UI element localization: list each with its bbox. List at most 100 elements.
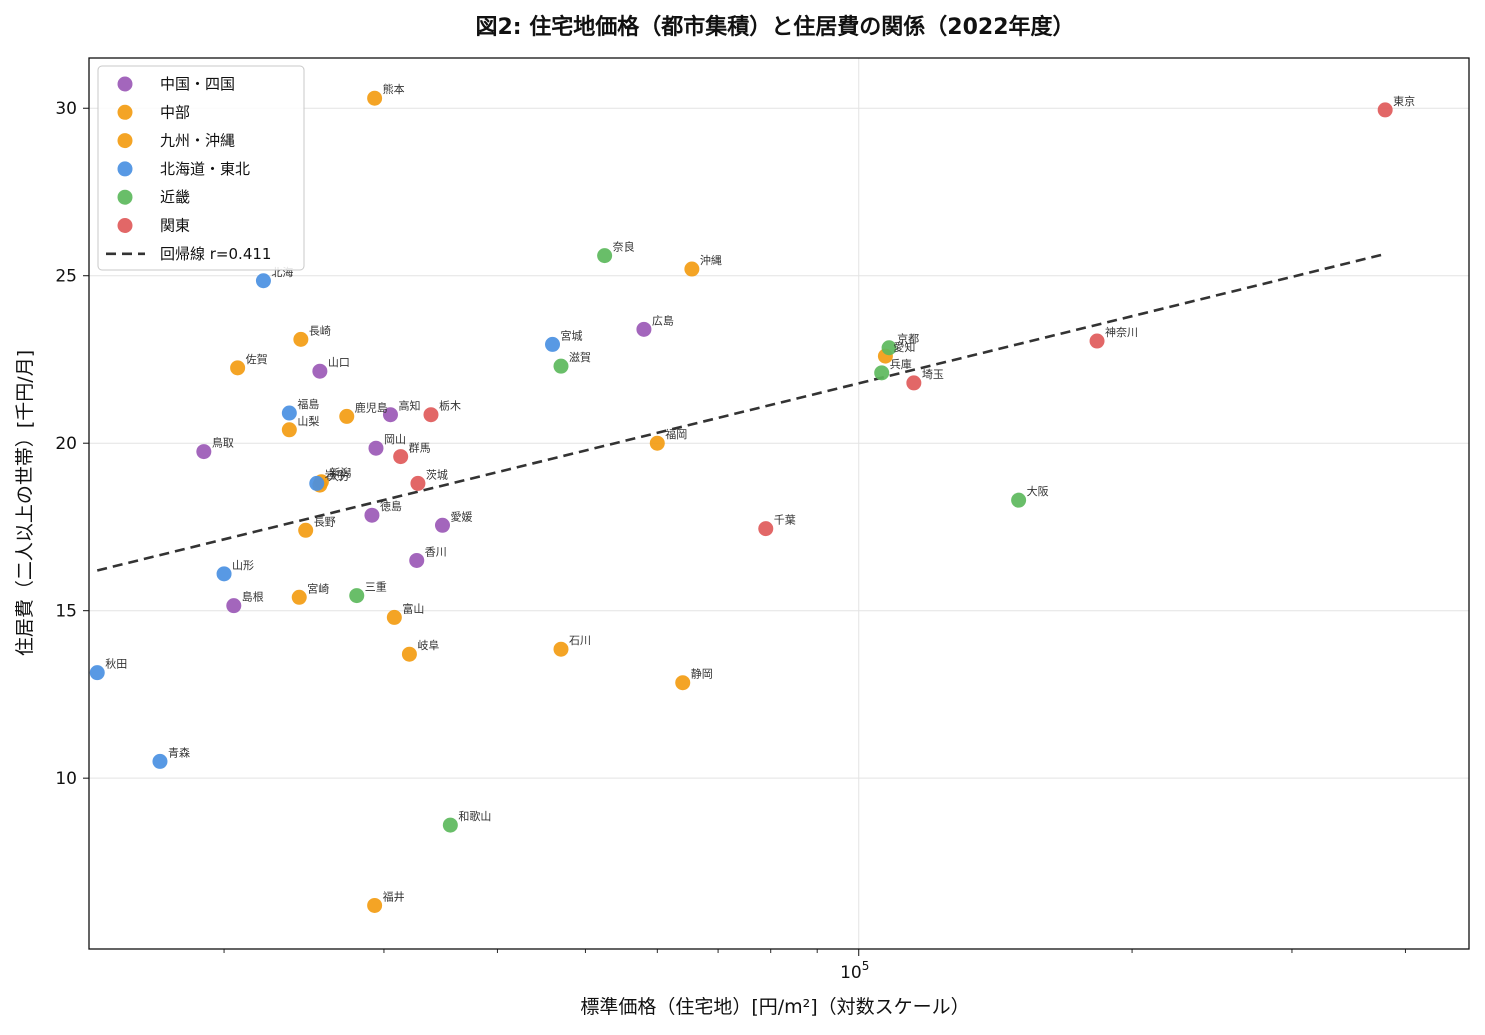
- data-point: [152, 753, 168, 769]
- data-point: [226, 598, 242, 614]
- data-point: [434, 517, 450, 533]
- data-point-label: 栃木: [439, 399, 461, 413]
- data-point: [423, 407, 439, 423]
- data-point: [367, 897, 383, 913]
- y-tick-label: 30: [55, 99, 77, 119]
- data-point-label: 埼玉: [922, 367, 944, 381]
- legend-marker: [117, 218, 133, 233]
- legend-label: 中部: [160, 103, 190, 121]
- data-point: [553, 358, 569, 374]
- legend-marker: [117, 161, 133, 177]
- data-point-label: 新潟: [329, 466, 351, 480]
- data-point-label: 長崎: [309, 323, 331, 337]
- data-point: [291, 589, 307, 605]
- data-point-label: 神奈川: [1105, 325, 1138, 339]
- data-point-label: 長野: [314, 515, 336, 528]
- data-point-label: 徳島: [380, 499, 402, 513]
- data-point-label: 島根: [242, 590, 264, 604]
- data-point-label: 青森: [168, 745, 190, 759]
- data-point: [636, 321, 652, 337]
- data-point-label: 三重: [365, 580, 387, 594]
- legend-marker: [117, 189, 133, 205]
- data-point-label: 山梨: [297, 414, 319, 428]
- data-point-label: 愛媛: [450, 509, 472, 523]
- data-point: [368, 440, 384, 456]
- data-point: [349, 588, 365, 604]
- data-point: [367, 90, 383, 106]
- data-point: [281, 422, 297, 438]
- data-point-label: 東京: [1393, 94, 1415, 108]
- data-point: [874, 365, 890, 381]
- grid-lines: [89, 58, 1469, 949]
- data-point: [393, 449, 409, 465]
- data-point: [442, 817, 458, 833]
- legend-label: 九州・沖縄: [160, 132, 235, 150]
- chart-title: 図2: 住宅地価格（都市集積）と住居費の関係（2022年度）: [476, 14, 1075, 40]
- regression-layer: [96, 252, 1386, 572]
- data-point: [309, 475, 325, 491]
- axis-ticks: 10 15 20 25 30 105: [55, 99, 1406, 983]
- legend-label: 中国・四国: [160, 75, 235, 93]
- data-point-label: 富山: [402, 601, 424, 615]
- y-axis-label: 住居費（二人以上の世帯）[千円/月]: [14, 350, 36, 656]
- data-point: [906, 375, 922, 391]
- data-point: [255, 273, 271, 289]
- data-point-label: 奈良: [613, 240, 635, 254]
- data-points: [89, 90, 1393, 913]
- data-point-label: 高知: [398, 399, 420, 413]
- data-point-label: 香川: [425, 545, 447, 558]
- data-point: [553, 641, 569, 657]
- data-point-label: 茨城: [426, 467, 448, 481]
- data-point-label: 山口: [328, 356, 350, 369]
- data-point: [684, 261, 700, 277]
- data-point: [410, 475, 426, 491]
- data-point-label: 沖縄: [700, 253, 722, 267]
- data-point-label: 山形: [232, 559, 254, 572]
- data-point: [196, 444, 212, 460]
- data-point: [386, 609, 402, 625]
- data-point: [89, 665, 105, 681]
- data-point-label: 佐賀: [246, 352, 268, 366]
- data-point-label: 鳥取: [212, 436, 234, 450]
- data-point: [382, 407, 398, 423]
- data-point-label: 京都: [897, 332, 919, 346]
- data-point-label: 鹿児島: [355, 400, 388, 414]
- data-point: [293, 331, 309, 347]
- legend-label: 関東: [160, 217, 190, 235]
- y-tick-label: 20: [55, 434, 77, 454]
- y-tick-label: 15: [55, 602, 77, 622]
- plot-frame: [88, 57, 1470, 950]
- data-point-label: 愛知: [893, 340, 915, 354]
- x-tick-label: 105: [840, 959, 869, 983]
- data-point: [597, 248, 613, 264]
- data-point-label: 広島: [652, 313, 674, 327]
- data-point: [1089, 333, 1105, 349]
- data-point-label: 兵庫: [890, 357, 912, 371]
- data-point: [1011, 492, 1027, 508]
- data-point-label: 滋賀: [569, 351, 591, 364]
- data-point-label: 宮城: [561, 328, 583, 342]
- data-point-label: 静岡: [691, 667, 713, 681]
- x-axis-label: 標準価格（住宅地）[円/m²]（対数スケール）: [580, 996, 969, 1018]
- legend-box: [97, 65, 305, 271]
- y-tick-label: 25: [55, 267, 77, 287]
- data-point: [339, 408, 355, 424]
- legend-marker: [117, 76, 133, 92]
- data-point: [881, 340, 897, 356]
- legend-marker: [117, 104, 133, 120]
- data-point-label: 秋田: [105, 657, 127, 671]
- legend-label: 近畿: [160, 188, 190, 206]
- data-point: [230, 360, 246, 376]
- legend-marker: [117, 133, 133, 149]
- data-point-label: 千葉: [774, 513, 796, 527]
- data-point-label: 福島: [297, 397, 319, 411]
- data-point-label: 福井: [383, 889, 405, 903]
- data-point-label: 石川: [569, 634, 591, 647]
- data-point-label: 和歌山: [458, 809, 491, 823]
- data-point: [545, 336, 561, 352]
- data-point: [409, 552, 425, 568]
- legend-label-regression: 回帰線 r=0.411: [160, 245, 271, 263]
